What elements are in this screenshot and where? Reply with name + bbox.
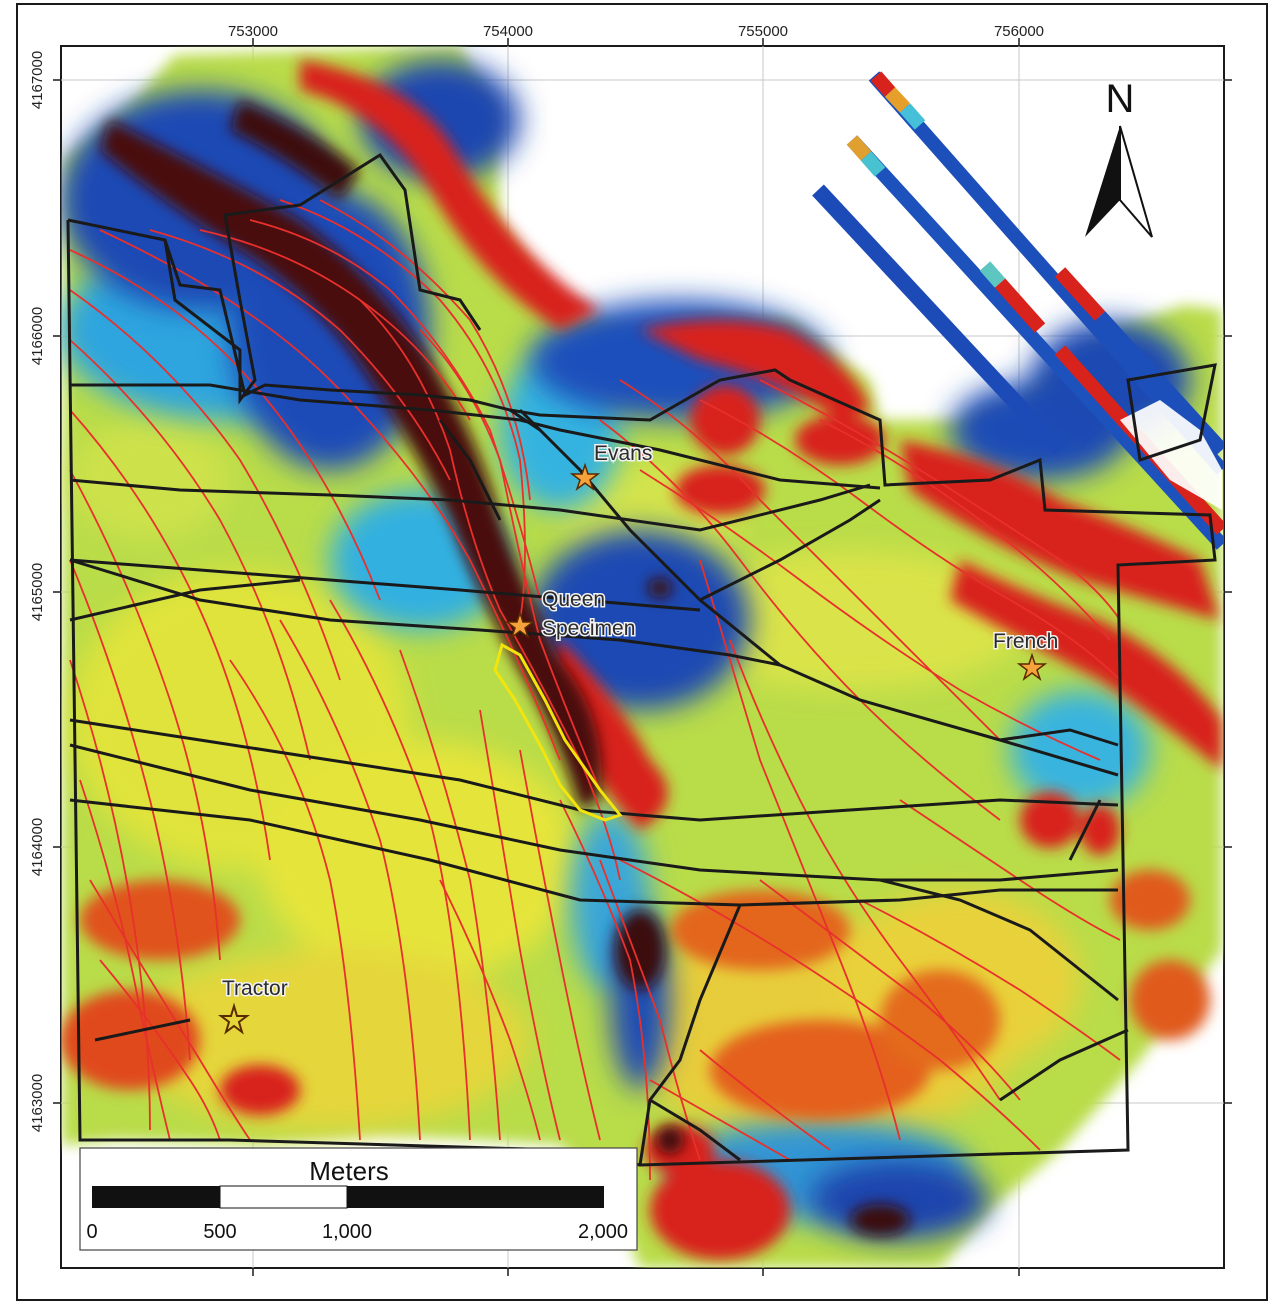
scale-label: 0 [86, 1221, 97, 1243]
site-evans: Evans [569, 441, 654, 492]
structure-boundaries [66, 152, 1217, 1167]
fault-lines [69, 199, 1121, 1181]
y-tick-label: 4163000 [29, 1074, 46, 1132]
north-arrow-icon [1085, 126, 1120, 237]
scale-label: 2,000 [578, 1221, 628, 1243]
y-tick-label: 4167000 [29, 51, 46, 109]
x-tick-label: 755000 [738, 23, 788, 40]
site-label-specimen: Specimen [542, 617, 635, 640]
star-icon [504, 610, 536, 640]
site-french: French [992, 629, 1060, 682]
site-label-tractor: Tractor [222, 977, 288, 1000]
axis-ticks [53, 38, 1232, 1276]
star-icon [1016, 652, 1048, 682]
site-tractor: Tractor [218, 976, 289, 1035]
scale-label: 500 [203, 1221, 236, 1243]
target-area-outline [493, 642, 623, 822]
scale-bar-title: Meters [309, 1156, 388, 1186]
x-tick-label: 754000 [483, 23, 533, 40]
scale-label: 1,000 [322, 1221, 372, 1243]
scale-bar: Meters 0 500 1,000 2,000 [79, 1147, 638, 1251]
y-tick-label: 4166000 [29, 307, 46, 365]
x-tick-label: 756000 [994, 23, 1044, 40]
north-arrow: N [1085, 77, 1153, 238]
north-label: N [1106, 77, 1135, 121]
star-outline-icon [218, 1002, 250, 1035]
star-icon [569, 462, 601, 492]
site-label-french: French [993, 630, 1058, 653]
y-tick-label: 4165000 [29, 563, 46, 621]
site-label-evans: Evans [594, 442, 652, 465]
y-tick-label: 4164000 [29, 818, 46, 876]
site-queen-specimen: Queen Specimen [504, 587, 637, 642]
site-label-queen: Queen [542, 588, 605, 611]
x-tick-label: 753000 [228, 23, 278, 40]
